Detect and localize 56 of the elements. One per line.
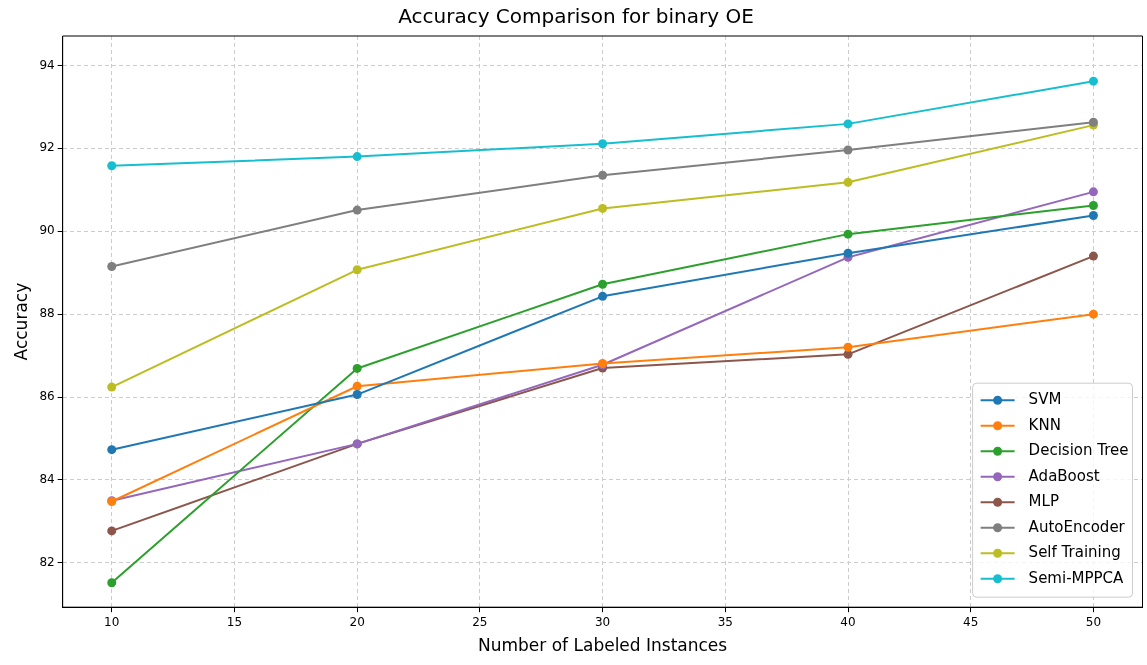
y-tick-label: 90 <box>39 223 55 238</box>
y-axis-title: Accuracy <box>10 282 31 361</box>
point <box>598 139 608 149</box>
point <box>107 382 117 392</box>
legend-label: AutoEncoder <box>1028 517 1126 536</box>
point <box>598 291 608 301</box>
legend-label: MLP <box>1028 492 1059 511</box>
x-tick-label: 40 <box>840 614 856 629</box>
legend-label: Semi-MPPCA <box>1028 568 1125 587</box>
y-tick-label: 84 <box>39 472 55 487</box>
x-tick-label: 50 <box>1085 614 1102 629</box>
x-tick-label: 30 <box>594 614 611 629</box>
point <box>1088 201 1098 211</box>
point <box>352 363 362 373</box>
point <box>843 145 853 155</box>
y-tick-label: 86 <box>39 389 55 404</box>
legend-label: Decision Tree <box>1028 441 1129 460</box>
point <box>843 119 853 129</box>
legend-label: AdaBoost <box>1028 466 1100 485</box>
x-tick-label: 25 <box>472 614 488 629</box>
x-tick-label: 20 <box>349 614 365 629</box>
x-tick-label: 45 <box>963 614 979 629</box>
point <box>598 203 608 213</box>
legend-label: SVM <box>1028 390 1062 409</box>
point <box>598 170 608 180</box>
point <box>1088 210 1098 220</box>
point <box>352 205 362 215</box>
legend-label: KNN <box>1028 415 1061 434</box>
point <box>107 578 117 588</box>
point <box>352 152 362 162</box>
x-tick-label: 35 <box>717 614 733 629</box>
point <box>598 279 608 289</box>
point <box>1088 187 1098 197</box>
point <box>843 248 853 258</box>
point <box>352 390 362 400</box>
chart-title: Accuracy Comparison for binary OE <box>398 4 754 29</box>
y-tick-label: 82 <box>39 554 55 569</box>
point <box>107 161 117 171</box>
y-tick-label: 94 <box>39 57 55 72</box>
legend-label: Self Training <box>1028 543 1121 562</box>
point <box>107 526 117 536</box>
point <box>843 229 853 239</box>
point <box>107 261 117 271</box>
y-tick-label: 92 <box>39 140 55 155</box>
y-tick-label: 88 <box>39 306 55 321</box>
x-axis-title: Number of Labeled Instances <box>478 635 728 656</box>
point <box>843 177 853 187</box>
point <box>1088 76 1098 86</box>
point <box>1088 251 1098 261</box>
point <box>843 342 853 352</box>
x-tick-label: 10 <box>104 614 120 629</box>
x-tick-label: 15 <box>226 614 243 629</box>
point <box>1088 309 1098 319</box>
point <box>352 381 362 391</box>
point <box>352 265 362 275</box>
point <box>107 445 117 455</box>
